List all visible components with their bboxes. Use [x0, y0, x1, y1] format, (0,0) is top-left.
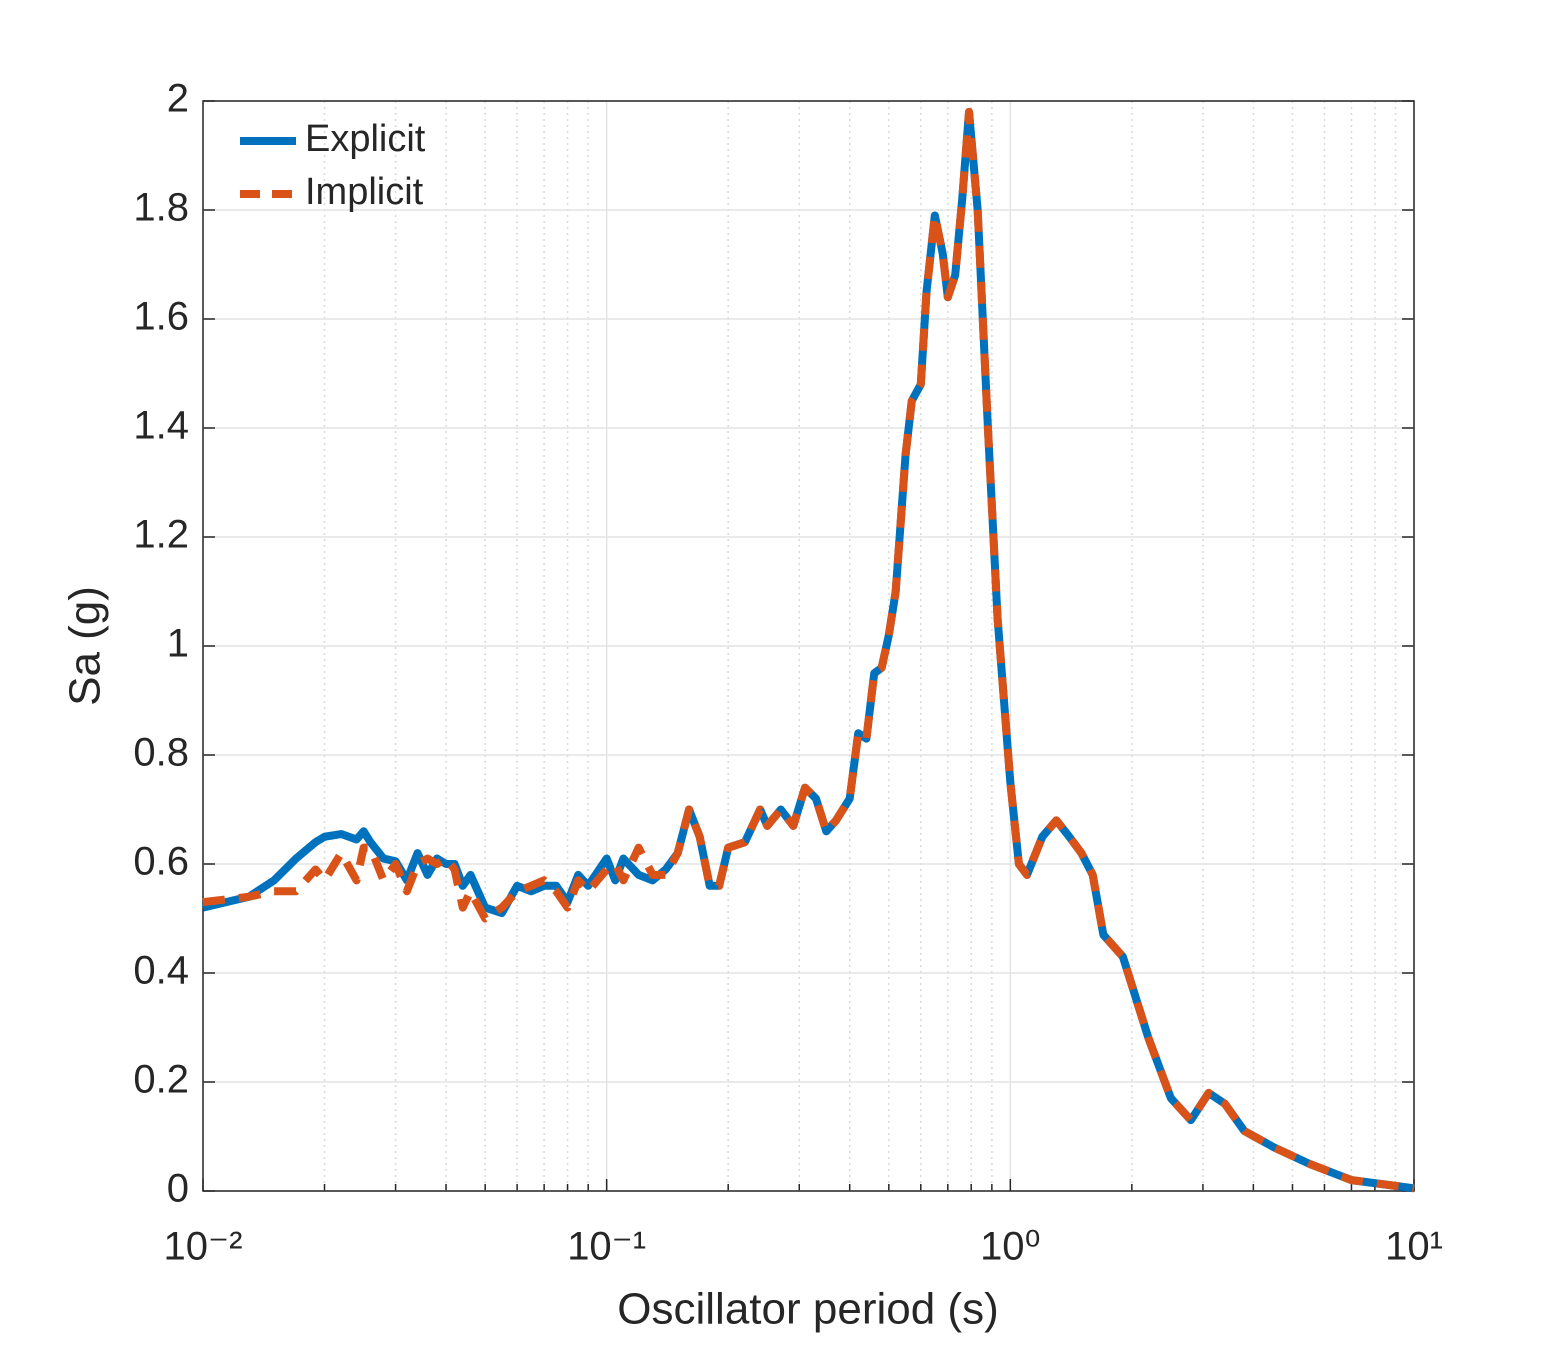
y-tick-label: 1.6 [133, 295, 189, 339]
y-tick-label: 1 [167, 622, 189, 666]
x-tick-label: 10⁰ [980, 1225, 1041, 1269]
x-tick-label: 10¹ [1385, 1225, 1443, 1269]
y-tick-label: 0.2 [133, 1058, 189, 1102]
series-line [202, 107, 1415, 1193]
y-axis-label: Sa (g) [61, 586, 110, 706]
y-tick-label: 0.6 [133, 840, 189, 884]
y-tick-label: 0 [167, 1167, 189, 1211]
y-tick-label: 0.8 [133, 731, 189, 775]
plot-frame [202, 100, 1415, 1192]
y-tick-label: 1.4 [133, 404, 189, 448]
y-tick-label: 0.4 [133, 949, 189, 993]
series-line [202, 107, 1415, 1193]
y-tick-label: 1.8 [133, 186, 189, 230]
legend-label: Explicit [305, 118, 426, 160]
x-tick-label: 10⁻¹ [567, 1225, 646, 1269]
x-axis-label: Oscillator period (s) [617, 1285, 998, 1334]
legend-label: Implicit [305, 171, 424, 213]
y-tick-label: 1.2 [133, 513, 189, 557]
x-tick-label: 10⁻² [164, 1225, 243, 1269]
y-tick-label: 2 [167, 77, 189, 121]
